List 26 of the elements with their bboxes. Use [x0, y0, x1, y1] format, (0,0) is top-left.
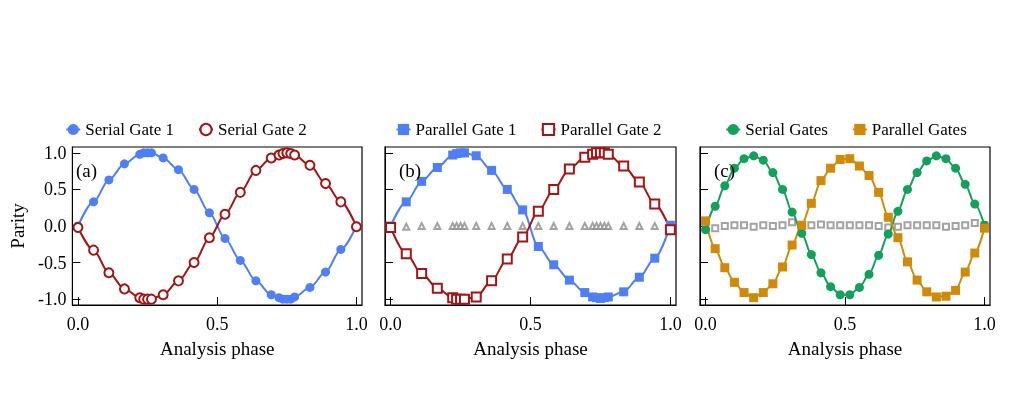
- x-tick-label: 0.5: [205, 314, 229, 334]
- x-tick-label: 0.0: [694, 314, 717, 334]
- x-tick-label: 1.0: [345, 314, 368, 334]
- x-axis-title: Analysis phase: [159, 338, 275, 359]
- y-tick-label: 1.0: [43, 142, 67, 163]
- y-axis-title: Parity: [7, 202, 28, 249]
- legend-label: Serial Gate 1: [85, 120, 175, 139]
- annotation: (b): [399, 160, 422, 182]
- legend-label: Serial Gate 2: [218, 120, 307, 139]
- x-axis-title: Analysis phase: [473, 338, 588, 359]
- x-tick-label: 0.5: [519, 314, 542, 334]
- y-tick-label: 0.5: [43, 179, 67, 200]
- legend-label: Serial Gates: [745, 120, 828, 139]
- y-tick-label: 0.0: [43, 216, 67, 236]
- x-axis-title: Analysis phase: [787, 338, 903, 359]
- y-tick-label: -0.5: [37, 252, 67, 273]
- x-tick-label: 0.0: [379, 314, 402, 334]
- x-tick-label: 1.0: [659, 314, 682, 334]
- annotation: (a): [76, 160, 98, 182]
- y-tick-label: -1.0: [37, 289, 67, 310]
- x-tick-label: 0.0: [66, 314, 90, 334]
- legend-label: Parallel Gates: [871, 120, 967, 139]
- legend-label: Parallel Gate 2: [560, 120, 662, 139]
- x-tick-label: 0.5: [833, 314, 857, 334]
- legend-label: Parallel Gate 1: [415, 120, 517, 139]
- x-tick-label: 1.0: [973, 314, 996, 334]
